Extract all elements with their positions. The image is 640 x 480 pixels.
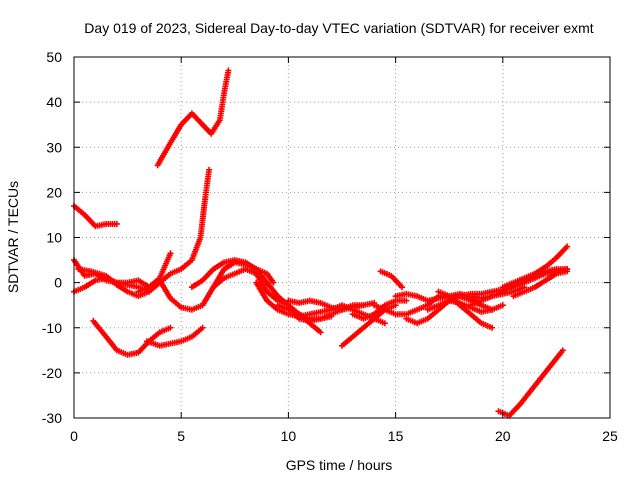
data-point [317, 329, 324, 336]
data-point [270, 279, 277, 286]
data-point [399, 284, 406, 291]
y-tick-label: 30 [46, 139, 62, 155]
x-tick-label: 25 [602, 428, 618, 444]
series-track-25 [499, 243, 571, 291]
data-series [71, 67, 571, 419]
series-track-24 [467, 266, 571, 309]
series-track-09 [188, 257, 281, 300]
y-tick-label: -30 [42, 410, 62, 426]
data-point [167, 324, 174, 331]
axes: 0 5 10 15 20 25 -30 -20 -10 0 10 20 30 40 50 [42, 49, 618, 444]
series-track-17 [377, 268, 406, 291]
y-tick-label: -10 [42, 320, 62, 336]
data-point [381, 320, 388, 327]
y-tick-label: 0 [54, 275, 62, 291]
data-point [564, 243, 571, 250]
series-track-07 [143, 324, 206, 349]
x-tick-label: 5 [177, 428, 185, 444]
data-point [564, 268, 571, 275]
series-track-26 [510, 268, 571, 300]
series-track-16 [349, 297, 410, 322]
grid-lines [74, 57, 610, 418]
y-tick-label: -20 [42, 365, 62, 381]
data-point [167, 250, 174, 257]
x-axis-title: GPS time / hours [286, 457, 393, 473]
chart-title: Day 019 of 2023, Sidereal Day-to-day VTE… [84, 20, 593, 36]
x-tick-label: 10 [281, 428, 297, 444]
y-axis-title: SDTVAR / TECUs [5, 181, 21, 293]
series-track-01 [154, 67, 232, 169]
series-track-06 [90, 317, 174, 358]
data-point [113, 220, 120, 227]
series-track-27 [495, 347, 566, 419]
y-tick-label: 40 [46, 94, 62, 110]
x-tick-label: 20 [495, 428, 511, 444]
data-point [499, 302, 506, 309]
data-point [489, 324, 496, 331]
y-tick-label: 10 [46, 230, 62, 246]
series-track-14 [285, 297, 378, 313]
x-tick-label: 15 [388, 428, 404, 444]
x-tick-label: 0 [70, 428, 78, 444]
y-tick-label: 20 [46, 184, 62, 200]
y-tick-label: 50 [46, 49, 62, 65]
data-point [199, 324, 206, 331]
data-point [403, 297, 410, 304]
series-track-03 [71, 202, 120, 230]
data-point [225, 67, 232, 74]
data-point [559, 347, 566, 354]
series-track-13 [274, 302, 324, 336]
data-point [206, 166, 213, 173]
